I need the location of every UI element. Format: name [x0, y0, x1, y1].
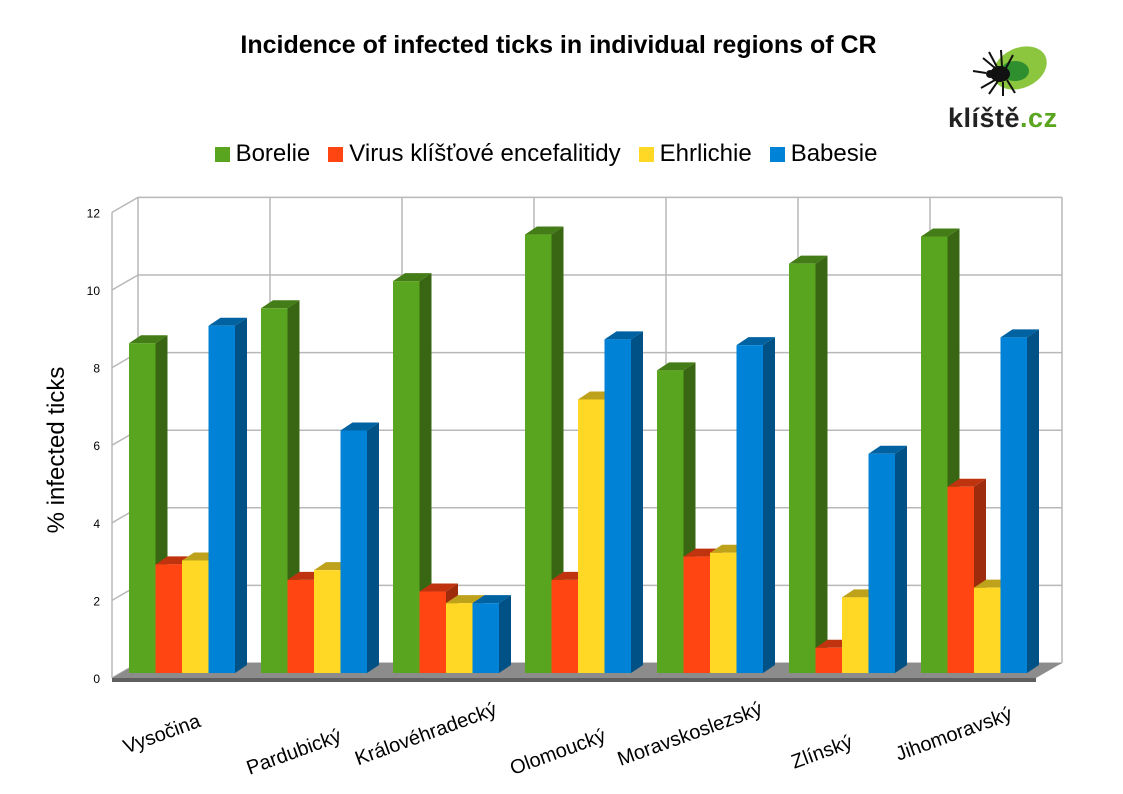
- bar: [974, 587, 1001, 673]
- legend-swatch: [328, 146, 344, 162]
- bar: [815, 647, 842, 673]
- bar: [155, 564, 182, 673]
- bar-top: [208, 317, 247, 326]
- bar-top: [340, 422, 379, 431]
- y-tick-label: 8: [93, 362, 100, 376]
- x-tick-label: Moravskoslezský: [615, 698, 766, 771]
- bar: [261, 308, 288, 673]
- bar-side: [367, 422, 379, 673]
- bar-top: [657, 362, 696, 371]
- bar-top: [1000, 329, 1039, 338]
- bar: [868, 453, 895, 673]
- logo-text-tld: .cz: [1020, 103, 1058, 133]
- bar-top: [789, 255, 828, 264]
- bar-top: [472, 595, 511, 604]
- legend-item-babesie: Babesie: [769, 140, 878, 168]
- bar: [525, 234, 552, 673]
- logo-text-main: klíště: [948, 103, 1021, 133]
- bar: [921, 236, 948, 673]
- bar-top: [419, 583, 458, 592]
- x-tick-label: Pardubický: [244, 725, 344, 780]
- brand-logo: klíště.cz: [948, 103, 1058, 134]
- bar: [842, 597, 869, 673]
- bar: [182, 560, 209, 673]
- bar-side: [895, 445, 907, 673]
- bar: [1000, 337, 1027, 673]
- bar: [393, 281, 420, 673]
- y-tick-label: 4: [93, 517, 100, 531]
- bar: [578, 399, 605, 673]
- bar: [657, 370, 684, 673]
- bar: [551, 579, 578, 673]
- legend-swatch: [769, 146, 785, 162]
- bar: [736, 345, 763, 673]
- gridline: [111, 274, 139, 291]
- legend-swatch: [214, 146, 230, 162]
- legend-label: Virus klíšťové encefalitidy: [349, 140, 621, 167]
- legend-item-borelie: Borelie: [214, 140, 311, 168]
- bar-top: [446, 595, 485, 604]
- x-tick-label: Jihomoravský: [893, 703, 1015, 765]
- bar: [419, 591, 446, 673]
- bar-top: [393, 273, 432, 282]
- bar-side: [815, 255, 828, 673]
- bar-top: [604, 331, 643, 340]
- bar-side: [419, 273, 432, 673]
- x-tick-label: Vysočina: [120, 710, 204, 758]
- bar: [472, 603, 499, 673]
- legend-item-ehrlichie: Ehrlichie: [638, 140, 752, 168]
- bar: [208, 325, 235, 673]
- bar-top: [868, 445, 907, 454]
- bar-top: [129, 335, 168, 344]
- bar-side: [499, 595, 511, 673]
- bar-side: [551, 226, 564, 673]
- legend-label: Borelie: [235, 140, 311, 167]
- bar-top: [261, 300, 300, 309]
- bar: [789, 263, 816, 673]
- bar: [947, 486, 974, 673]
- bar-side: [235, 317, 247, 673]
- legend-label: Ehrlichie: [659, 140, 752, 167]
- bar-top: [921, 228, 960, 237]
- y-tick-label: 2: [93, 594, 100, 608]
- y-tick-label: 12: [87, 206, 101, 220]
- bar-top: [736, 337, 775, 346]
- y-tick-label: 10: [87, 284, 101, 298]
- bar-side: [763, 337, 775, 673]
- chart-legend: Borelie Virus klíšťové encefalitidy Ehrl…: [0, 140, 1092, 168]
- bar: [287, 579, 314, 673]
- y-tick-label: 6: [93, 439, 100, 453]
- chart-title: Incidence of infected ticks in individua…: [240, 31, 877, 59]
- bar: [604, 339, 631, 673]
- x-tick-label: Zlínský: [788, 731, 855, 773]
- bar-side: [631, 331, 643, 673]
- bar: [683, 556, 710, 673]
- tick-icon: [972, 46, 1047, 96]
- chart-floor-edge: [112, 678, 1036, 682]
- bar: [129, 343, 156, 673]
- bar-side: [1027, 329, 1039, 673]
- gridline: [111, 196, 139, 214]
- y-tick-label: 0: [93, 672, 100, 686]
- bar: [314, 570, 341, 673]
- bar: [710, 552, 737, 673]
- legend-swatch: [638, 146, 654, 162]
- legend-label: Babesie: [790, 140, 878, 167]
- legend-item-virus: Virus klíšťové encefalitidy: [328, 140, 621, 168]
- x-tick-label: Olomoucký: [507, 725, 609, 780]
- bar: [340, 430, 367, 673]
- x-tick-label: Královéhradecký: [352, 699, 500, 771]
- bar-top: [947, 478, 986, 487]
- bar: [446, 603, 473, 673]
- bar-top: [525, 226, 564, 235]
